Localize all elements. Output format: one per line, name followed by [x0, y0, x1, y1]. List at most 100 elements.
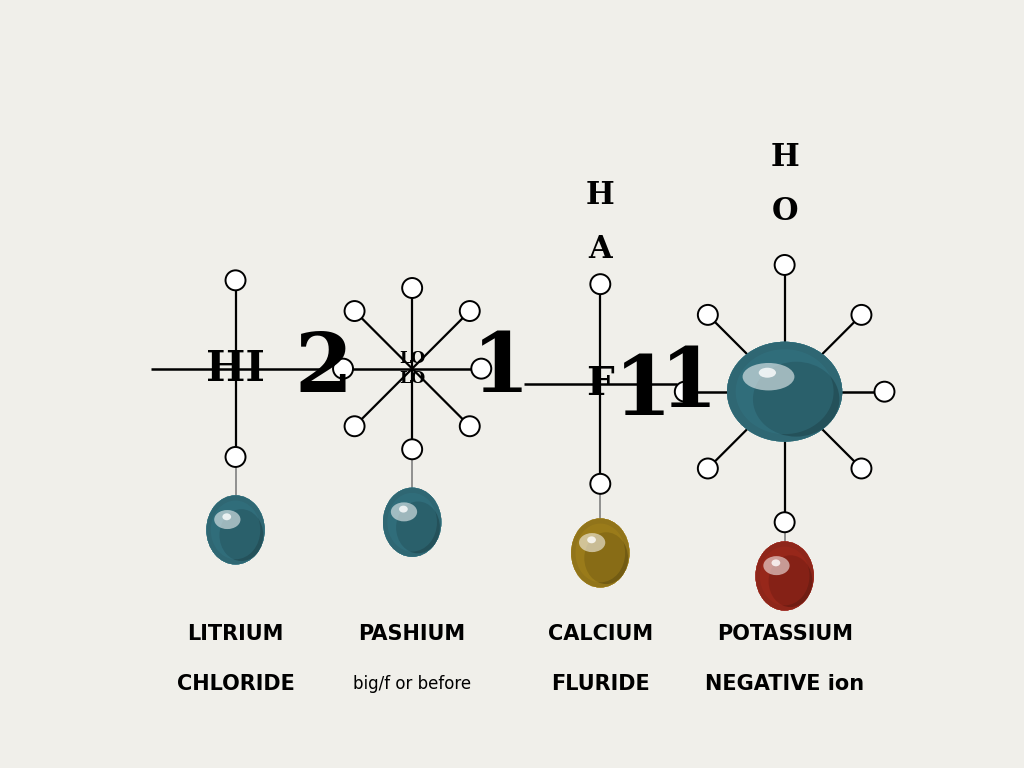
Ellipse shape — [571, 518, 630, 588]
Text: LITRIUM: LITRIUM — [187, 624, 284, 644]
Ellipse shape — [571, 518, 630, 588]
Circle shape — [225, 447, 246, 467]
Ellipse shape — [727, 342, 842, 442]
Ellipse shape — [214, 510, 241, 529]
Ellipse shape — [571, 518, 630, 588]
Ellipse shape — [222, 513, 231, 520]
Ellipse shape — [756, 541, 814, 611]
Ellipse shape — [383, 488, 441, 557]
Ellipse shape — [207, 495, 264, 564]
Ellipse shape — [756, 541, 814, 611]
Ellipse shape — [727, 342, 842, 442]
Circle shape — [344, 416, 365, 436]
Ellipse shape — [383, 488, 441, 557]
Text: 1: 1 — [613, 352, 672, 432]
Ellipse shape — [585, 532, 628, 584]
Ellipse shape — [383, 488, 441, 557]
Ellipse shape — [207, 495, 264, 564]
Ellipse shape — [727, 342, 842, 442]
Ellipse shape — [727, 342, 842, 442]
Ellipse shape — [756, 541, 814, 611]
Circle shape — [851, 305, 871, 325]
Ellipse shape — [771, 559, 780, 566]
Ellipse shape — [727, 342, 842, 442]
Ellipse shape — [383, 488, 441, 557]
Text: POTASSIUM: POTASSIUM — [717, 624, 853, 644]
Ellipse shape — [207, 495, 264, 564]
Ellipse shape — [207, 495, 264, 564]
Ellipse shape — [571, 518, 630, 588]
Ellipse shape — [383, 488, 441, 557]
Ellipse shape — [571, 518, 630, 588]
Ellipse shape — [207, 495, 264, 564]
Ellipse shape — [756, 541, 814, 611]
Ellipse shape — [571, 518, 630, 588]
Ellipse shape — [571, 518, 630, 588]
Ellipse shape — [207, 495, 264, 564]
Ellipse shape — [756, 541, 814, 611]
Ellipse shape — [763, 556, 790, 575]
Text: big/f or before: big/f or before — [353, 674, 471, 693]
Ellipse shape — [571, 518, 630, 588]
Ellipse shape — [756, 541, 814, 611]
Ellipse shape — [207, 495, 264, 564]
Ellipse shape — [727, 342, 842, 442]
Ellipse shape — [207, 495, 264, 564]
Ellipse shape — [383, 488, 441, 557]
Ellipse shape — [727, 342, 842, 442]
Ellipse shape — [727, 342, 842, 442]
Ellipse shape — [587, 536, 596, 543]
Ellipse shape — [383, 488, 441, 557]
Ellipse shape — [579, 533, 605, 552]
Ellipse shape — [207, 495, 264, 564]
Ellipse shape — [207, 495, 264, 564]
Ellipse shape — [571, 518, 630, 588]
Ellipse shape — [760, 547, 809, 605]
Ellipse shape — [727, 342, 842, 442]
Text: A: A — [589, 234, 612, 265]
Ellipse shape — [383, 488, 441, 557]
Text: H: H — [770, 142, 799, 173]
Ellipse shape — [756, 541, 814, 611]
Ellipse shape — [727, 342, 842, 442]
Ellipse shape — [769, 555, 812, 607]
Text: 1: 1 — [659, 344, 718, 424]
Ellipse shape — [727, 342, 842, 442]
Ellipse shape — [571, 518, 630, 588]
Ellipse shape — [756, 541, 814, 611]
Text: HI: HI — [206, 348, 265, 389]
Ellipse shape — [383, 488, 441, 557]
Ellipse shape — [756, 541, 814, 611]
Ellipse shape — [383, 488, 441, 557]
Ellipse shape — [207, 495, 264, 564]
Ellipse shape — [727, 342, 842, 442]
Circle shape — [402, 278, 422, 298]
Ellipse shape — [571, 518, 630, 588]
Ellipse shape — [207, 495, 264, 564]
Ellipse shape — [571, 518, 630, 588]
Ellipse shape — [207, 495, 264, 564]
Ellipse shape — [756, 541, 814, 611]
Ellipse shape — [383, 488, 441, 557]
Ellipse shape — [735, 349, 834, 434]
Ellipse shape — [756, 541, 814, 611]
Ellipse shape — [571, 518, 630, 588]
Circle shape — [333, 359, 353, 379]
Ellipse shape — [383, 488, 441, 557]
Ellipse shape — [399, 505, 408, 512]
Ellipse shape — [756, 541, 814, 611]
Ellipse shape — [207, 495, 264, 564]
Ellipse shape — [727, 342, 842, 442]
Ellipse shape — [727, 342, 842, 442]
Ellipse shape — [727, 342, 842, 442]
Text: PASHIUM: PASHIUM — [358, 624, 466, 644]
Ellipse shape — [219, 509, 263, 561]
Ellipse shape — [571, 518, 630, 588]
Ellipse shape — [383, 488, 441, 557]
Circle shape — [590, 274, 610, 294]
Ellipse shape — [756, 541, 814, 611]
Ellipse shape — [756, 541, 814, 611]
Ellipse shape — [391, 502, 417, 521]
Ellipse shape — [207, 495, 264, 564]
Circle shape — [344, 301, 365, 321]
